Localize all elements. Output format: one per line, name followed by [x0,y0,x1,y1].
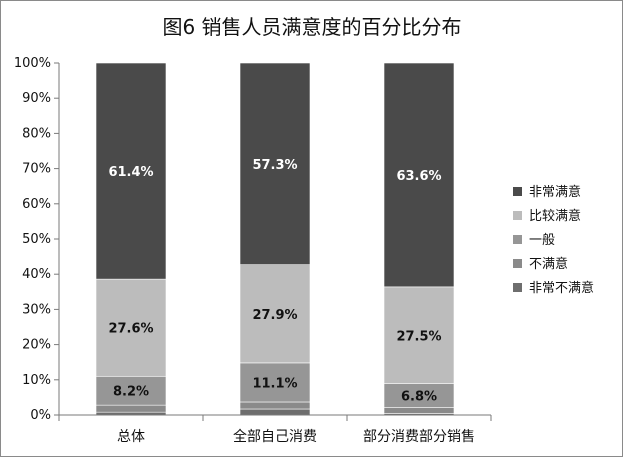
data-label: 6.8% [401,390,437,405]
data-label: 61.4% [108,165,153,180]
legend-label: 一般 [529,232,555,248]
data-label: 63.6% [396,169,441,184]
y-tick-label: 30% [22,302,51,317]
chart-title: 图6 销售人员满意度的百分比分布 [162,15,461,39]
y-tick-label: 0% [30,408,51,423]
bar-segment [95,62,167,280]
bar-segment [383,286,455,384]
data-labels: 8.2% 27.6% 61.4% 11.1% 27.9% 57.3% 6.8% 27.5% 63… [108,158,441,405]
y-tick-label: 70% [22,162,51,177]
y-tick-label: 90% [22,91,51,106]
y-tick-label: 80% [22,126,51,141]
bar-segment [239,408,311,416]
legend-swatch [513,187,522,196]
y-tick-label: 50% [22,232,51,247]
y-tick-label: 20% [22,338,51,353]
x-category-label: 部分消费部分销售 [363,429,475,445]
data-label: 57.3% [252,158,297,173]
legend-label: 非常不满意 [529,280,594,296]
legend-label: 比较满意 [529,208,581,224]
bar-segment [239,264,311,364]
bar-segment [383,62,455,288]
legend-swatch [513,259,522,268]
bar-segment [383,407,455,414]
y-axis: 0% 10% 20% 30% 40% 50% 60% 70% 80% 90% 100% [14,56,60,423]
bar-segment [239,401,311,410]
bars [95,62,455,416]
legend-swatch [513,283,522,292]
x-axis: 总体 全部自己消费 部分消费部分销售 [58,414,492,445]
legend-label: 非常满意 [529,184,581,200]
bar-segment [239,62,311,265]
bar-segment [95,404,167,413]
y-tick-label: 10% [22,373,51,388]
x-category-label: 总体 [117,429,145,445]
y-tick-label: 100% [14,56,51,71]
x-category-label: 全部自己消费 [233,428,317,445]
legend-swatch [513,235,522,244]
data-label: 27.9% [252,308,297,323]
legend-swatch [513,211,522,220]
data-label: 27.5% [396,329,441,344]
data-label: 27.6% [108,322,153,337]
data-label: 11.1% [252,376,297,391]
data-label: 8.2% [113,385,149,400]
y-tick-label: 60% [22,197,51,212]
legend-label: 不满意 [529,256,568,272]
y-tick-label: 40% [22,267,51,282]
